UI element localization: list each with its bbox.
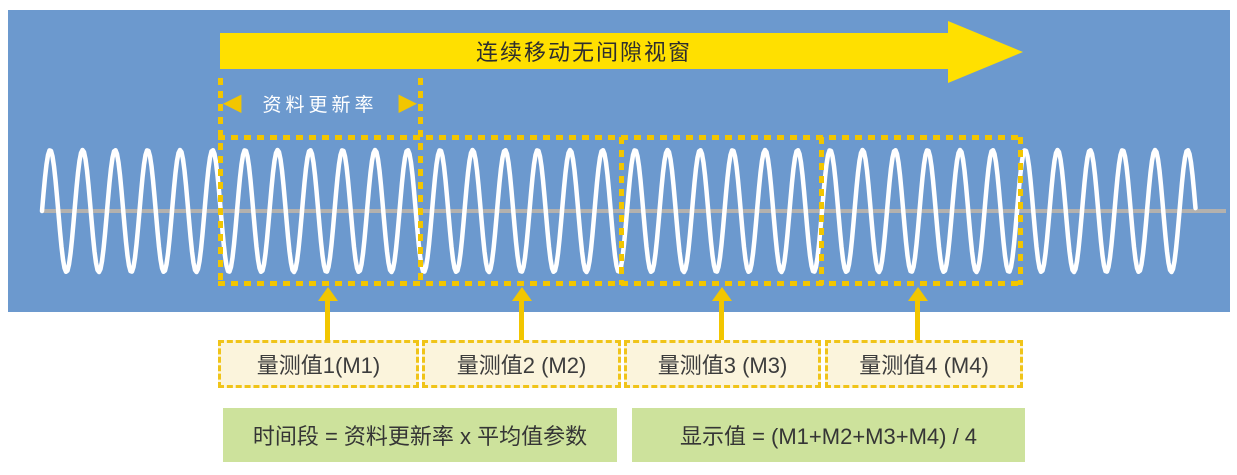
formula-box-display-value: 显示值 = (M1+M2+M3+M4) / 4 — [632, 408, 1025, 462]
window-top-edge — [218, 135, 1023, 140]
measurement-label-2: 量测值2 (M2) — [456, 353, 587, 378]
measurement-box-4: 量测值4 (M4) — [825, 340, 1023, 388]
up-arrow-icon — [318, 287, 338, 301]
update-rate-interval: ◀ 资料更新率 ▶ — [220, 80, 420, 126]
measurement-box-2: 量测值2 (M2) — [422, 340, 621, 388]
moving-window-arrow-label: 连续移动无间隙视窗 — [475, 40, 692, 65]
measurement-box-1: 量测值1(M1) — [218, 340, 419, 388]
measurement-label-1: 量测值1(M1) — [256, 353, 381, 378]
up-arrow-icon — [908, 287, 928, 301]
window-bottom-edge — [218, 281, 1023, 286]
right-arrow-icon: ▶ — [398, 89, 417, 116]
moving-window-arrow: 连续移动无间隙视窗 — [220, 33, 948, 69]
left-arrow-icon: ◀ — [223, 89, 242, 116]
up-arrow-icon — [512, 287, 532, 301]
window-divider-1 — [418, 78, 423, 285]
window-right-edge — [1018, 137, 1023, 285]
formula-display-value: 显示值 = (M1+M2+M3+M4) / 4 — [679, 424, 978, 449]
window-divider-3 — [819, 137, 824, 285]
pointer-arrow-m2 — [512, 287, 532, 340]
measurement-label-4: 量测值4 (M4) — [859, 353, 989, 378]
measurement-box-3: 量测值3 (M3) — [624, 340, 821, 388]
moving-window-arrow-head-icon — [948, 21, 1023, 83]
pointer-arrow-m3 — [712, 287, 732, 340]
up-arrow-icon — [712, 287, 732, 301]
pointer-arrow-m4 — [908, 287, 928, 340]
measurement-label-3: 量测值3 (M3) — [657, 353, 788, 378]
formula-box-time-period: 时间段 = 资料更新率 x 平均值参数 — [223, 408, 617, 462]
formula-time-period: 时间段 = 资料更新率 x 平均值参数 — [252, 424, 588, 449]
window-left-edge — [218, 78, 223, 285]
update-rate-label: 资料更新率 — [262, 94, 378, 116]
window-divider-2 — [619, 137, 624, 285]
pointer-arrow-m1 — [318, 287, 338, 340]
